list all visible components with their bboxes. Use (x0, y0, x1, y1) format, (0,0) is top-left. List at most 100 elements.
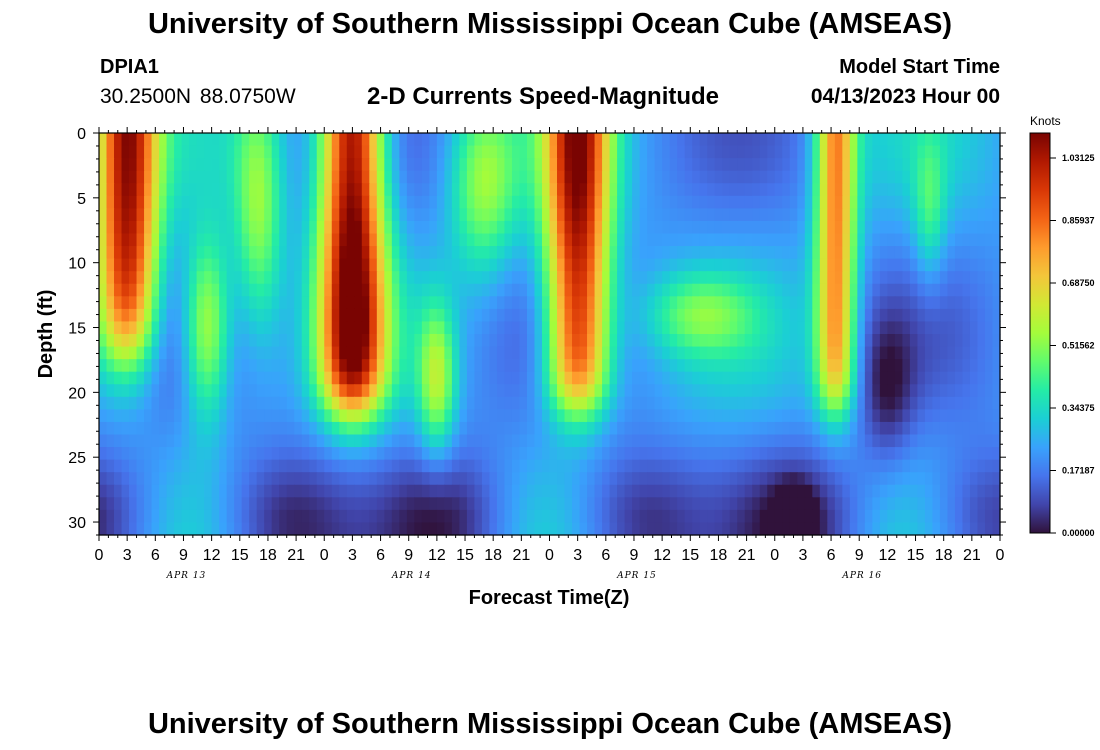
heat-cell (196, 447, 205, 461)
heat-cell (737, 459, 746, 473)
heat-cell (639, 246, 648, 260)
heat-cell (301, 158, 310, 172)
heat-cell (962, 346, 971, 360)
heat-cell (204, 472, 213, 486)
heat-cell (144, 233, 153, 247)
heat-cell (414, 509, 423, 524)
heat-cell (286, 484, 295, 498)
heat-cell (752, 133, 761, 147)
heat-cell (617, 233, 626, 247)
heat-cell (429, 133, 438, 147)
heat-cell (969, 170, 979, 184)
heat-cell (767, 472, 776, 486)
heat-cell (459, 271, 468, 285)
heat-cell (669, 434, 678, 448)
heat-cell (579, 271, 588, 285)
heat-cell (399, 459, 408, 473)
heat-cell (984, 484, 994, 498)
heat-cell (444, 133, 453, 147)
heat-cell (587, 158, 596, 172)
heat-cell (541, 346, 551, 360)
colorbar-tick-label: 0.00000 (1062, 528, 1095, 538)
heat-cell (992, 334, 1001, 348)
heat-cell (984, 384, 994, 398)
heat-cell (421, 145, 430, 159)
heat-cell (842, 434, 851, 448)
heat-cell (782, 484, 791, 498)
heat-cell (587, 359, 596, 373)
heat-cell (399, 497, 408, 511)
heat-cell (579, 484, 588, 498)
heat-cell (692, 434, 701, 448)
heat-cell (189, 459, 198, 473)
heat-cell (504, 346, 513, 360)
heat-cell (819, 170, 828, 184)
colorbar-tick-label: 0.17187 (1062, 466, 1095, 476)
heat-cell (947, 145, 956, 159)
heat-cell (752, 321, 761, 335)
heat-cell (414, 321, 423, 335)
heat-cell (932, 384, 941, 398)
heat-cell (684, 145, 693, 159)
heat-cell (526, 271, 536, 285)
heat-cell (121, 346, 130, 360)
heat-cell (782, 296, 791, 310)
heat-cell (879, 145, 888, 159)
heat-cell (369, 522, 378, 536)
heat-cell (174, 283, 183, 297)
heat-cell (204, 145, 213, 159)
heat-cell (414, 158, 423, 172)
heat-cell (744, 384, 753, 398)
heat-cell (219, 158, 228, 172)
heat-cell (924, 145, 934, 159)
heat-cell (369, 308, 378, 323)
heat-cell (301, 246, 310, 260)
heat-cell (444, 271, 453, 285)
heat-cell (917, 484, 926, 498)
heat-cell (962, 308, 971, 323)
heat-cell (474, 484, 483, 498)
day-label: APR 15 (616, 571, 657, 581)
heat-cell (346, 283, 355, 297)
heat-cell (947, 296, 956, 310)
heat-cell (602, 384, 611, 398)
heat-cell (774, 371, 783, 385)
heat-cell (572, 384, 581, 398)
heat-cell (159, 484, 168, 498)
heat-cell (722, 409, 731, 423)
heat-cell (129, 145, 138, 159)
heat-cell (384, 371, 393, 385)
heat-cell (827, 133, 836, 147)
model-start-label: Model Start Time (839, 56, 1000, 78)
heat-cell (782, 133, 791, 147)
heat-cell (189, 497, 198, 511)
heat-cell (797, 384, 806, 398)
heat-cell (144, 220, 153, 235)
heat-cell (519, 346, 528, 360)
heat-cell (151, 522, 160, 536)
heat-cell (451, 421, 460, 436)
heat-cell (414, 497, 423, 511)
heat-cell (729, 421, 738, 436)
heat-cell (331, 208, 340, 222)
heat-cell (264, 183, 273, 197)
heat-cell (954, 233, 964, 247)
heat-cell (894, 459, 903, 473)
heat-cell (511, 434, 521, 448)
heat-cell (819, 509, 828, 524)
heat-cell (511, 133, 521, 147)
heat-cell (879, 208, 888, 222)
heat-cell (526, 384, 536, 398)
heat-cell (421, 509, 430, 524)
heat-cell (444, 258, 453, 272)
heat-cell (887, 346, 896, 360)
heat-cell (174, 472, 183, 486)
heat-cell (572, 334, 581, 348)
heat-cell (129, 296, 138, 310)
heat-cell (541, 421, 551, 436)
heat-cell (887, 145, 896, 159)
heat-cell (707, 371, 716, 385)
heat-cell (526, 283, 536, 297)
heat-cell (474, 396, 483, 410)
heat-cell (699, 396, 708, 410)
